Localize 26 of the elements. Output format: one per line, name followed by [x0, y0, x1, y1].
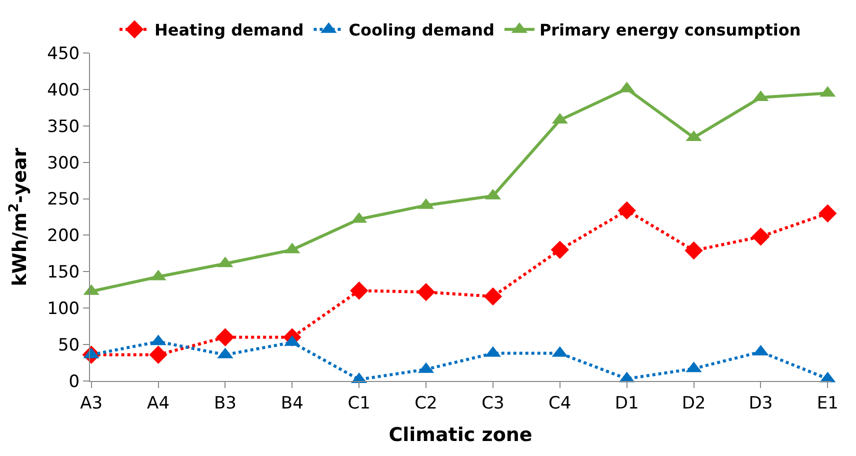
x-tick-label: A3: [80, 393, 103, 414]
x-tick-label: B3: [214, 393, 236, 414]
y-tick-label: 50: [58, 336, 80, 356]
y-tick-label: 400: [47, 80, 80, 100]
y-tick-label: 0: [68, 372, 80, 392]
x-tick-label: A4: [147, 393, 170, 414]
x-tick-label: C2: [414, 393, 438, 414]
x-tick-label: D1: [614, 393, 639, 414]
y-tick-label: 250: [47, 190, 80, 210]
y-tick-label: 100: [47, 299, 80, 320]
x-tick-label: D2: [682, 393, 706, 414]
y-tick-label: 200: [47, 226, 80, 246]
y-tick-label: 350: [47, 116, 80, 137]
x-tick-label: C1: [348, 393, 370, 414]
y-tick-label: 150: [47, 262, 80, 283]
legend-label: Cooling demand: [348, 20, 494, 40]
y-tick-label: 450: [47, 44, 80, 64]
x-tick-label: B4: [280, 393, 304, 414]
x-tick-label: D3: [748, 393, 773, 414]
x-tick-label: C4: [548, 393, 572, 414]
x-axis-title: Climatic zone: [388, 424, 532, 446]
legend-label: Heating demand: [154, 20, 304, 40]
y-tick-label: 300: [47, 153, 80, 174]
legend-label: Primary energy consumption: [539, 20, 801, 40]
x-tick-label: C3: [482, 393, 504, 414]
x-tick-label: E1: [816, 393, 838, 414]
